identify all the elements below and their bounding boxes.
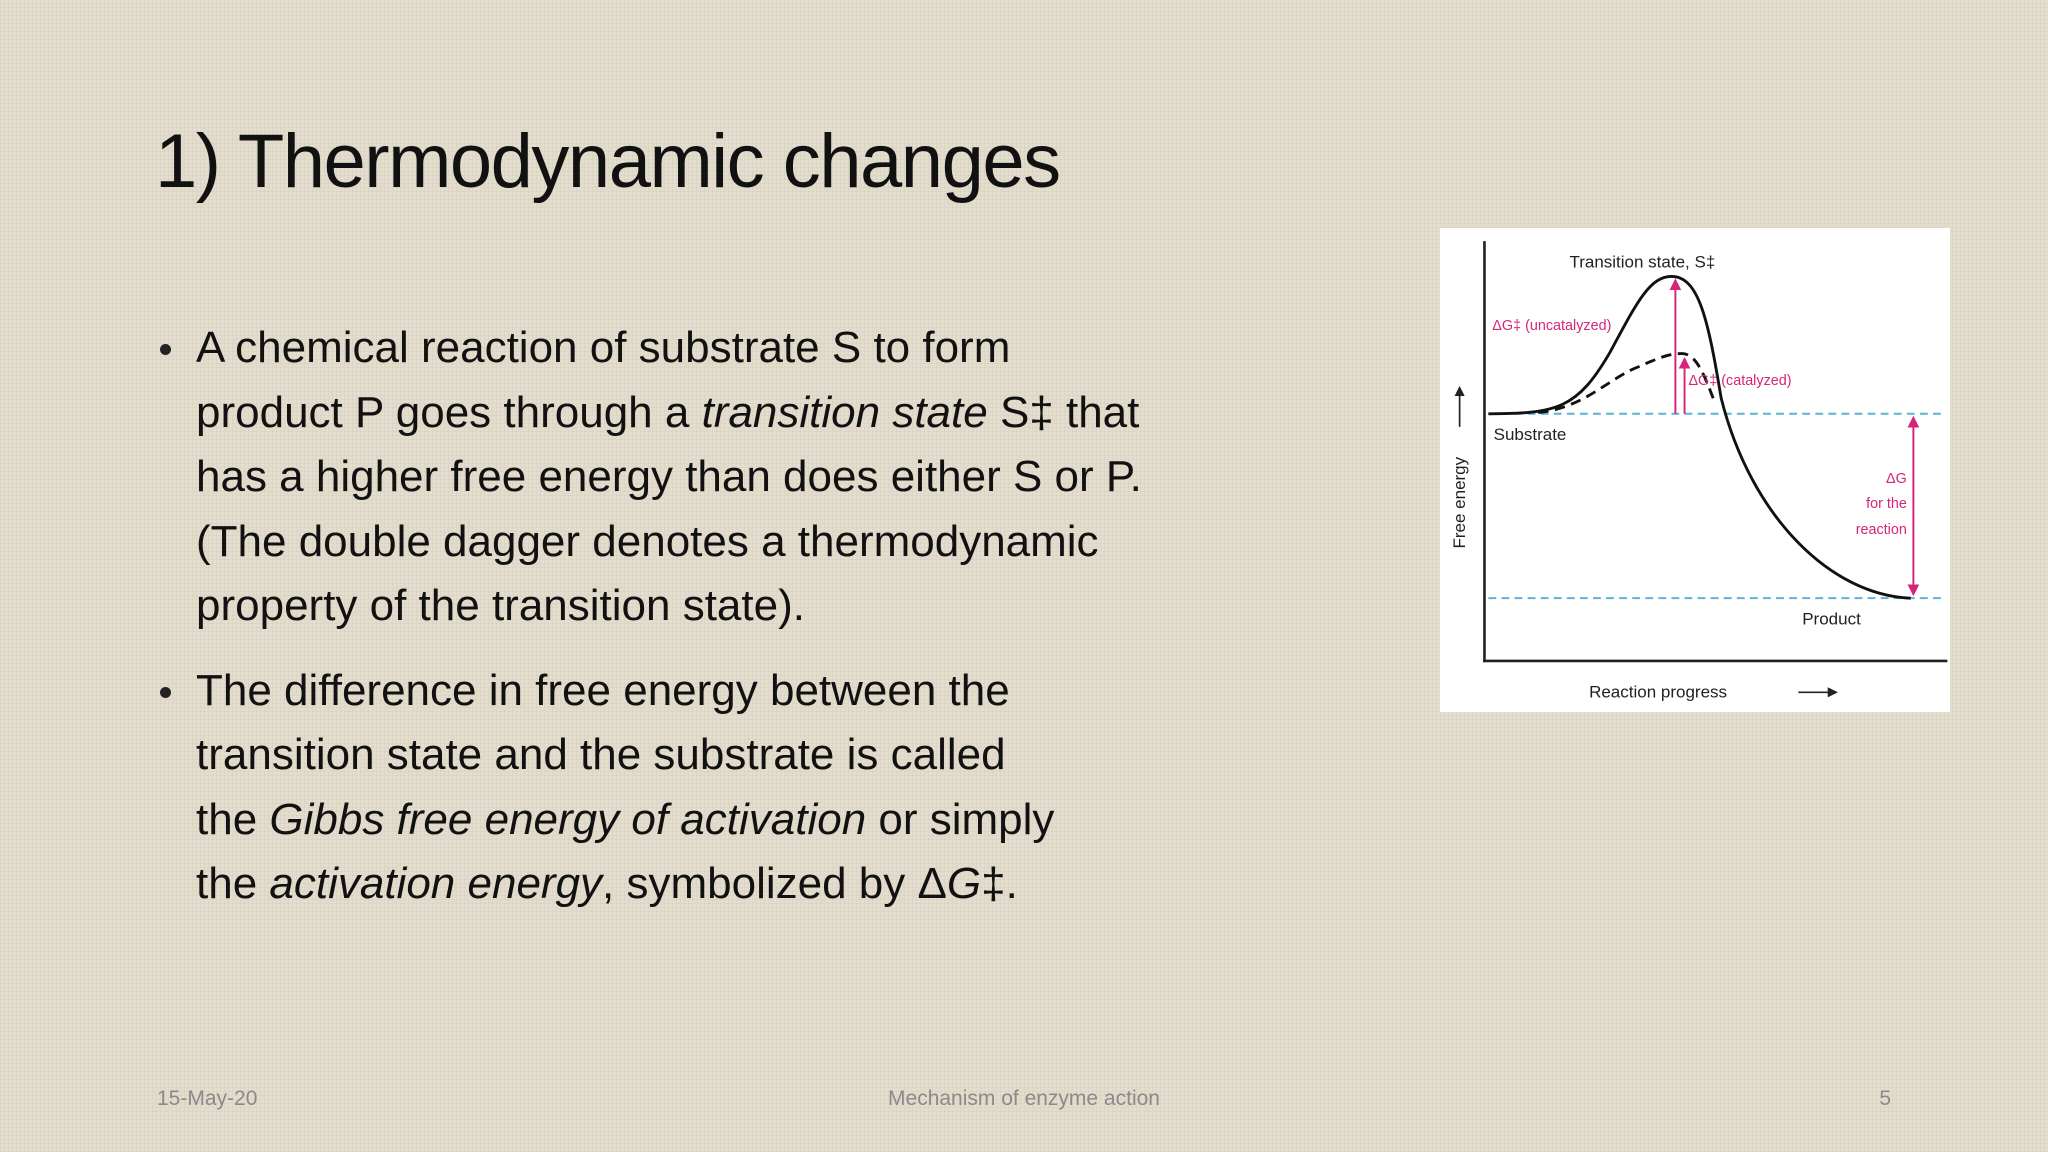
delta-g-label: reaction [1856, 522, 1907, 538]
bullet-line: (The double dagger denotes a thermodynam… [196, 510, 1436, 575]
y-axis-label: Free energy [1450, 456, 1469, 548]
text-run: the [196, 794, 270, 844]
delta-g-label: for the [1866, 496, 1907, 512]
product-label: Product [1802, 609, 1861, 628]
text-run: transition state [701, 387, 988, 437]
text-run: (The double dagger denotes a thermodynam… [196, 516, 1099, 566]
text-run: G [946, 859, 982, 908]
bullet-line: property of the transition state). [196, 574, 1436, 639]
text-run: or simply [866, 794, 1055, 844]
bullet-line: has a higher free energy than does eithe… [196, 445, 1436, 510]
transition-state-label: Transition state, S‡ [1569, 252, 1715, 271]
bullet-line: The difference in free energy between th… [196, 659, 1436, 724]
x-axis-label: Reaction progress [1589, 683, 1727, 702]
bullet-list: A chemical reaction of substrate S to fo… [160, 316, 1436, 937]
substrate-label: Substrate [1494, 425, 1567, 444]
footer-title: Mechanism of enzyme action [888, 1087, 1160, 1110]
bullet-item: The difference in free energy between th… [160, 659, 1436, 917]
text-run: has a higher free energy than does eithe… [196, 452, 1142, 501]
text-run: , symbolized by Δ [602, 859, 947, 908]
text-run: The difference in free energy between th… [196, 665, 1010, 715]
text-run: A chemical reaction of substrate S to fo… [196, 323, 1011, 372]
bullet-line: transition state and the substrate is ca… [196, 723, 1436, 788]
delta-g-label: ΔG [1886, 471, 1907, 487]
text-run: S‡ that [987, 387, 1140, 437]
bullet-line: the Gibbs free energy of activation or s… [196, 788, 1436, 853]
text-run: property of the transition state). [196, 581, 805, 630]
bullet-line: A chemical reaction of substrate S to fo… [196, 316, 1436, 381]
text-run: activation energy [269, 859, 603, 908]
uncatalyzed-curve [1488, 275, 1911, 600]
text-run: product P goes through a [196, 387, 702, 437]
bullet-line: product P goes through a transition stat… [196, 381, 1436, 446]
bullet-item: A chemical reaction of substrate S to fo… [160, 316, 1436, 639]
page-number: 5 [1879, 1087, 1891, 1110]
footer-date: 15-May-20 [157, 1087, 258, 1110]
energy-diagram: Transition state, S‡ ΔG‡ (uncatalyzed) Δ… [1440, 228, 1950, 712]
catalyzed-label: ΔG‡ (catalyzed) [1688, 373, 1791, 389]
slide-title: 1) Thermodynamic changes [155, 119, 1061, 204]
text-run: ‡. [981, 859, 1018, 908]
bullet-line: the activation energy, symbolized by ΔG‡… [196, 852, 1436, 917]
text-run: the [196, 859, 270, 908]
catalyzed-curve [1537, 352, 1716, 414]
uncatalyzed-label: ΔG‡ (uncatalyzed) [1492, 318, 1611, 334]
text-run: transition state and the substrate is ca… [196, 730, 1006, 779]
text-run: Gibbs free energy of activation [269, 794, 867, 844]
